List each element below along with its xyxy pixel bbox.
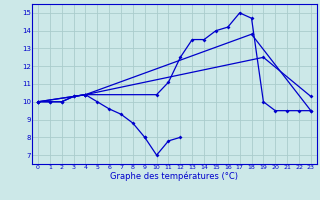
X-axis label: Graphe des températures (°C): Graphe des températures (°C) [110,171,238,181]
